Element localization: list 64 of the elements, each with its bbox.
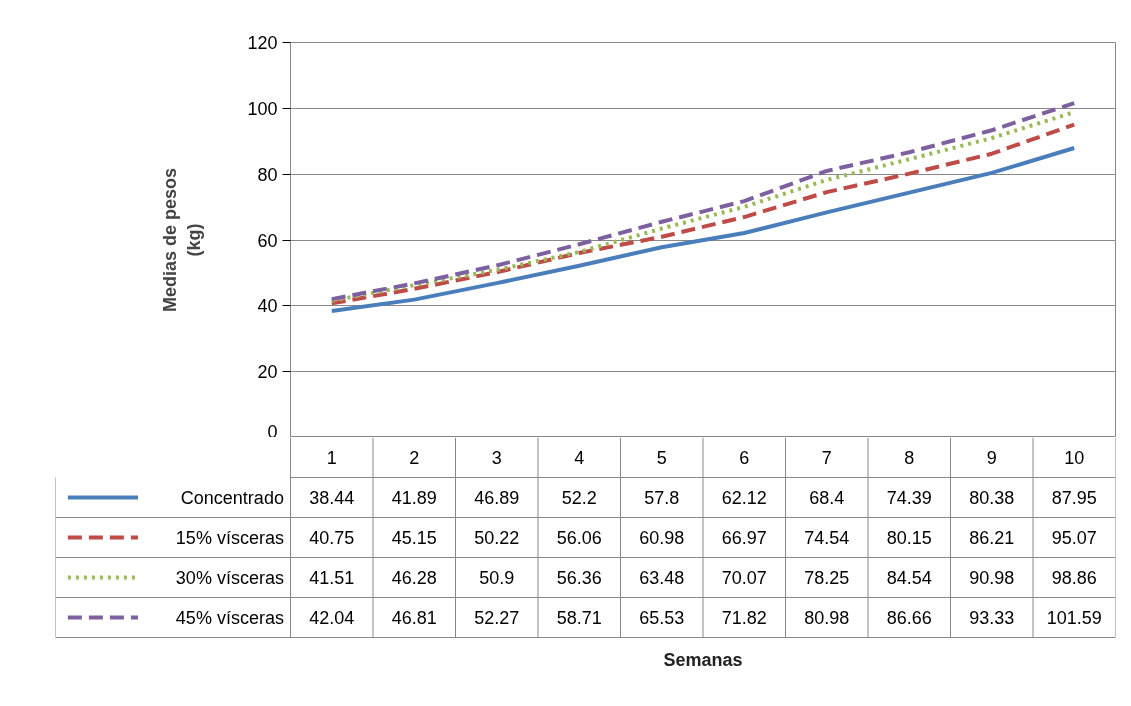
data-label: 74.54 [804, 528, 850, 548]
data-label: 93.33 [969, 608, 1015, 628]
line-series [329, 146, 1077, 313]
data-label: 90.98 [969, 568, 1015, 588]
y-tick-label: 60 [257, 230, 278, 251]
data-label: 78.25 [804, 568, 850, 588]
data-label: 40.75 [309, 528, 355, 548]
data-label: 66.97 [721, 528, 767, 548]
data-label: 46.89 [474, 488, 520, 508]
data-label: 80.38 [969, 488, 1015, 508]
data-label: 56.06 [556, 528, 602, 548]
legend-label: Concentrado [180, 487, 284, 508]
legend-label: 45% vísceras [175, 607, 284, 628]
x-tick-label: 5 [656, 448, 667, 468]
data-label: 80.15 [886, 528, 932, 548]
y-tick-label: 80 [257, 164, 278, 185]
data-label: 63.48 [639, 568, 685, 588]
y-tick-label: 100 [247, 98, 278, 119]
data-label: 58.71 [556, 608, 602, 628]
data-label: 57.8 [644, 488, 680, 508]
data-label: 95.07 [1051, 528, 1097, 548]
data-label: 50.22 [474, 528, 520, 548]
data-label: 45.15 [391, 528, 437, 548]
legend-label: 15% vísceras [175, 527, 284, 548]
data-label: 42.04 [309, 608, 355, 628]
y-tick-label: 20 [257, 362, 278, 383]
data-label: 52.27 [474, 608, 520, 628]
data-label: 60.98 [639, 528, 685, 548]
x-tick-label: 2 [409, 448, 420, 468]
x-tick-label: 6 [739, 448, 750, 468]
data-label: 41.51 [309, 568, 355, 588]
text: Semanas [663, 649, 743, 670]
data-label: 86.21 [969, 528, 1015, 548]
data-label: 68.4 [809, 488, 845, 508]
data-label: 98.86 [1051, 568, 1097, 588]
data-label: 50.9 [479, 568, 515, 588]
data-label: 70.07 [721, 568, 767, 588]
x-tick-label: 10 [1064, 448, 1085, 468]
y-tick-label: 40 [257, 296, 278, 317]
x-tick-label: 7 [821, 448, 832, 468]
data-label: 84.54 [886, 568, 932, 588]
data-label: 38.44 [309, 488, 355, 508]
data-label: 62.12 [721, 488, 767, 508]
data-label: 65.53 [639, 608, 685, 628]
x-tick-label: 4 [574, 448, 585, 468]
data-label: 86.66 [886, 608, 932, 628]
data-label: 87.95 [1051, 488, 1097, 508]
y-axis-title: Medias de pesos (kg) [160, 167, 205, 313]
data-label: 74.39 [886, 488, 932, 508]
x-tick-label: 1 [326, 448, 337, 468]
data-label: 80.98 [804, 608, 850, 628]
data-label: 46.81 [391, 608, 437, 628]
y-tick-label: 0 [267, 421, 278, 442]
x-tick-label: 9 [986, 448, 997, 468]
data-label: 46.28 [391, 568, 437, 588]
x-tick-label: 8 [904, 448, 915, 468]
data-label: 52.2 [561, 488, 597, 508]
y-tick-label: 120 [247, 33, 278, 53]
legend-label: 30% vísceras [175, 567, 284, 588]
data-label: 41.89 [391, 488, 437, 508]
x-tick-label: 3 [491, 448, 502, 468]
data-label: 101.59 [1046, 608, 1102, 628]
data-label: 56.36 [556, 568, 602, 588]
data-label: 71.82 [721, 608, 767, 628]
